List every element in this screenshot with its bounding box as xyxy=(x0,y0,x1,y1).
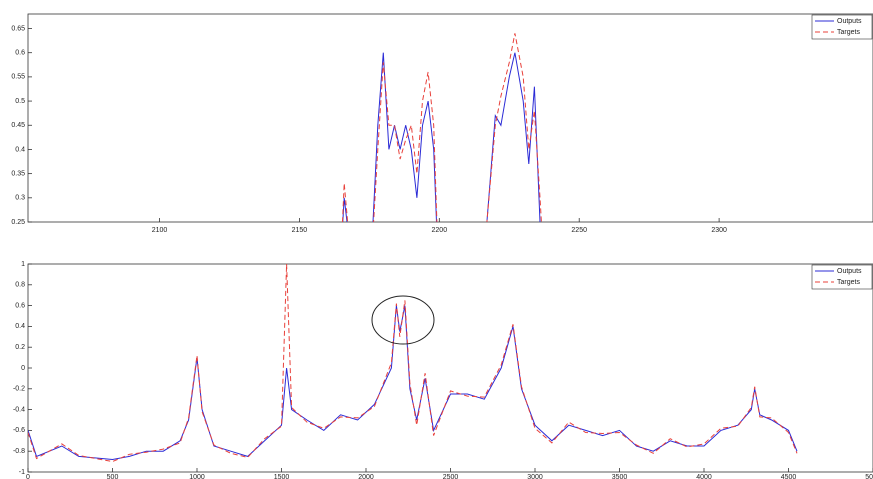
legend-label: Outputs xyxy=(837,268,862,275)
y-tick-label: 0.3 xyxy=(15,195,25,202)
y-tick-label: -0.2 xyxy=(13,386,25,393)
plot-area xyxy=(27,263,873,473)
y-tick-label: 1 xyxy=(21,261,25,268)
y-tick-label: -0.6 xyxy=(13,427,25,434)
legend-label: Targets xyxy=(837,279,860,286)
x-tick-label: 1500 xyxy=(274,474,290,479)
plot-area xyxy=(27,13,873,223)
x-tick-label: 4500 xyxy=(781,474,797,479)
x-tick-label: 3500 xyxy=(612,474,628,479)
legend-label: Targets xyxy=(837,29,860,36)
x-tick-label: 2100 xyxy=(152,227,168,234)
x-tick-label: 0 xyxy=(26,474,30,479)
x-tick-label: 2000 xyxy=(358,474,374,479)
legend-box xyxy=(811,14,873,40)
y-tick-label: 0.6 xyxy=(15,50,25,57)
y-tick-label: 0.35 xyxy=(11,170,25,177)
y-tick-label: -1 xyxy=(19,469,25,476)
x-tick-label: 5000 xyxy=(865,474,873,479)
y-tick-label: 0.4 xyxy=(15,323,25,330)
x-tick-label: 2250 xyxy=(571,227,587,234)
legend-box xyxy=(811,264,873,290)
x-tick-label: 500 xyxy=(107,474,119,479)
y-tick-label: 0.55 xyxy=(11,74,25,81)
highlight-circle xyxy=(371,295,435,345)
y-tick-label: -0.8 xyxy=(13,448,25,455)
y-tick-label: 0.45 xyxy=(11,122,25,129)
y-tick-label: 0 xyxy=(21,365,25,372)
y-tick-label: 0.5 xyxy=(15,98,25,105)
y-tick-label: 0.65 xyxy=(11,25,25,32)
y-tick-label: 0.6 xyxy=(15,302,25,309)
series-line xyxy=(28,264,798,463)
y-tick-label: 0.2 xyxy=(15,344,25,351)
x-tick-label: 1000 xyxy=(189,474,205,479)
x-tick-label: 2150 xyxy=(292,227,308,234)
x-tick-label: 3000 xyxy=(527,474,543,479)
x-tick-label: 2200 xyxy=(432,227,448,234)
y-tick-label: -0.4 xyxy=(13,406,25,413)
series-line xyxy=(342,52,541,222)
y-tick-label: 0.8 xyxy=(15,282,25,289)
y-tick-label: 0.25 xyxy=(11,219,25,226)
x-tick-label: 4000 xyxy=(696,474,712,479)
series-line xyxy=(341,33,542,222)
legend-label: Outputs xyxy=(837,18,862,25)
y-tick-label: 0.4 xyxy=(15,146,25,153)
x-tick-label: 2300 xyxy=(711,227,727,234)
x-tick-label: 2500 xyxy=(443,474,459,479)
